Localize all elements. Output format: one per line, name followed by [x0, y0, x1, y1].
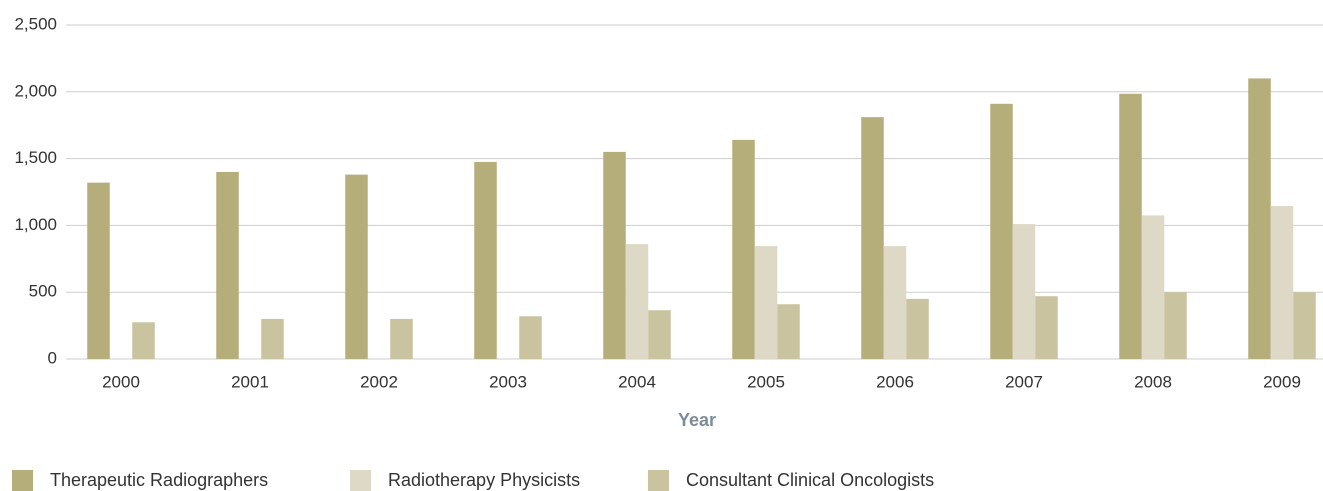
bar [906, 298, 929, 359]
x-tick-label: 2008 [1134, 372, 1172, 391]
y-tick-label: 500 [29, 282, 57, 301]
bar [519, 316, 542, 359]
x-tick-label: 2006 [876, 372, 914, 391]
y-tick-label: 2,000 [14, 81, 57, 100]
x-tick-label: 2002 [360, 372, 398, 391]
bar [261, 318, 284, 359]
bar [474, 161, 497, 359]
bar [732, 139, 755, 359]
bar [883, 246, 907, 359]
legend-swatch [648, 470, 669, 491]
x-tick-label: 2007 [1005, 372, 1043, 391]
bar [1141, 215, 1165, 359]
bar [87, 182, 110, 359]
bar [390, 318, 413, 359]
bar [1119, 93, 1142, 359]
bar [603, 151, 626, 359]
x-tick-label: 2000 [102, 372, 140, 391]
bar [1012, 224, 1036, 359]
bar [132, 322, 155, 359]
legend-label: Consultant Clinical Oncologists [686, 470, 934, 490]
bar [1270, 206, 1294, 359]
legend-label: Radiotherapy Physicists [388, 470, 580, 490]
legend-label: Therapeutic Radiographers [50, 470, 268, 490]
legend-swatch [350, 470, 371, 491]
bar [216, 171, 239, 359]
x-tick-label: 2009 [1263, 372, 1301, 391]
y-tick-label: 0 [48, 348, 57, 367]
x-tick-label: 2005 [747, 372, 785, 391]
y-tick-label: 1,000 [14, 215, 57, 234]
x-tick-label: 2003 [489, 372, 527, 391]
x-tick-label: 2001 [231, 372, 269, 391]
bar [648, 310, 671, 359]
bar [777, 304, 800, 359]
y-tick-label: 2,500 [14, 14, 57, 33]
y-tick-label: 1,500 [14, 148, 57, 167]
bar [1035, 296, 1058, 359]
bar [1164, 292, 1187, 359]
legend-swatch [12, 470, 33, 491]
bar [1248, 78, 1271, 359]
bar [754, 246, 778, 359]
bar [1293, 292, 1316, 359]
bar [990, 103, 1013, 359]
bar [625, 244, 649, 359]
x-axis-label: Year [678, 410, 716, 430]
x-tick-label: 2004 [618, 372, 656, 391]
bar [345, 174, 368, 359]
bar [861, 117, 884, 360]
